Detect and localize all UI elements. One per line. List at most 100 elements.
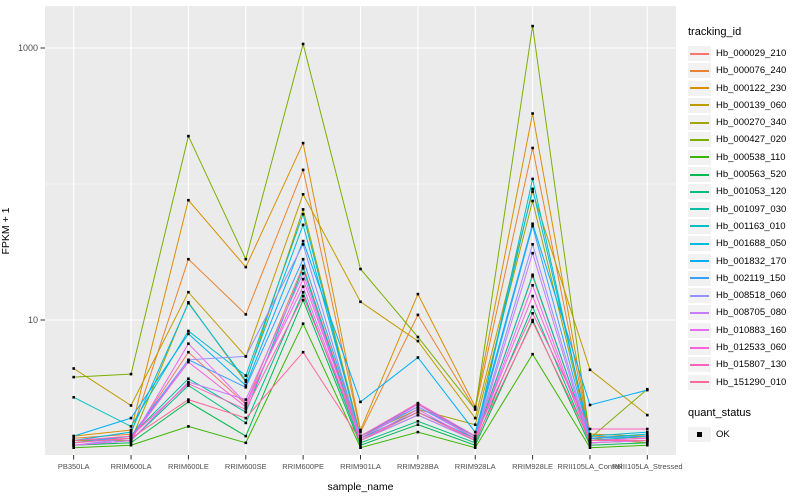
legend-item-label: Hb_001053_120 — [716, 186, 787, 198]
legend-items-tracking-id: Hb_000029_210 Hb_000076_240 Hb_000122_230 H… — [688, 45, 800, 391]
legend-item: Hb_000029_210 — [688, 45, 800, 62]
y-axis-title: FPKM + 1 — [0, 207, 12, 255]
legend-key-swatch — [688, 63, 711, 79]
svg-text:RRIM600LE: RRIM600LE — [168, 462, 209, 471]
legend-item-label: Hb_012533_060 — [716, 342, 787, 354]
svg-text:RRIM928BA: RRIM928BA — [397, 462, 439, 471]
legend-item-label: Hb_000139_060 — [716, 99, 787, 111]
legend-item: Hb_002119_150 — [688, 270, 800, 287]
legend-key-line — [690, 346, 709, 349]
legend-key-swatch — [688, 132, 711, 148]
legend-key-swatch — [688, 167, 711, 183]
legend-item-label: Hb_008705_080 — [716, 307, 787, 319]
legend-item: Hb_000538_110 — [688, 149, 800, 166]
legend-key-swatch — [688, 46, 711, 61]
legend-key-line — [690, 225, 709, 228]
legend-item: Hb_001097_030 — [688, 201, 800, 218]
legend-item: Hb_001163_010 — [688, 218, 800, 235]
legend-item-label: Hb_000538_110 — [716, 151, 786, 163]
legend-item-label: Hb_008518_060 — [716, 290, 787, 302]
legend-item: Hb_012533_060 — [688, 339, 800, 356]
svg-text:RRIM928LE: RRIM928LE — [512, 462, 553, 471]
legend-item-label: Hb_000029_210 — [716, 48, 787, 59]
svg-text:RRII105LA_Control: RRII105LA_Control — [557, 462, 622, 471]
legend-item-label: Hb_010883_160 — [716, 324, 787, 336]
legend-item-label: Hb_001832_170 — [716, 255, 787, 267]
legend-key-swatch — [688, 374, 711, 390]
legend-key-line — [690, 294, 709, 297]
legend-key-line — [690, 190, 709, 193]
legend-item-label: Hb_001688_050 — [716, 238, 787, 250]
svg-text:RRIM600SE: RRIM600SE — [225, 462, 267, 471]
legend-item-label: Hb_002119_150 — [716, 272, 786, 284]
legend-items-quant-status: OK — [688, 426, 800, 443]
legend-item-label: OK — [716, 428, 730, 440]
legend-item: Hb_001688_050 — [688, 235, 800, 252]
filled-square-point-icon — [697, 431, 702, 437]
legend-item-label: Hb_001097_030 — [716, 203, 787, 215]
legend-item: Hb_010883_160 — [688, 322, 800, 339]
legend-item: Hb_000122_230 — [688, 80, 800, 97]
legend-key-swatch — [688, 357, 711, 373]
legend-item: Hb_000427_020 — [688, 131, 800, 148]
legend-item-label: Hb_015807_130 — [716, 359, 787, 371]
legend-item-label: Hb_000076_240 — [716, 65, 787, 77]
legend-key-line — [690, 311, 709, 314]
legend-key-swatch — [688, 201, 711, 217]
legend-item: Hb_151290_010 — [688, 374, 800, 391]
svg-text:1000: 1000 — [18, 43, 38, 53]
legend-key-swatch — [688, 149, 711, 165]
legend-item: Hb_000076_240 — [688, 62, 800, 79]
legend-item-label: Hb_000270_340 — [716, 117, 787, 129]
legend-key-swatch — [688, 426, 711, 442]
svg-text:RRIM600PE: RRIM600PE — [282, 462, 324, 471]
legend-title-tracking-id: tracking_id — [688, 26, 742, 38]
legend-key-line — [690, 381, 709, 384]
legend-item: Hb_001053_120 — [688, 183, 800, 200]
legend-key-line — [690, 104, 709, 107]
legend-key-line — [690, 173, 709, 176]
legend-key-swatch — [688, 80, 711, 96]
legend: tracking_id Hb_000029_210 Hb_000076_240 Hb… — [688, 26, 800, 443]
legend-key-line — [690, 69, 709, 72]
legend-item-label: Hb_001163_010 — [716, 220, 786, 232]
legend-item-label: Hb_000427_020 — [716, 134, 787, 146]
legend-item: Hb_000139_060 — [688, 97, 800, 114]
legend-key-line — [690, 363, 709, 366]
svg-text:RRIM928LA: RRIM928LA — [455, 462, 496, 471]
svg-text:PB350LA: PB350LA — [58, 462, 90, 471]
legend-item-label: Hb_000122_230 — [716, 82, 787, 94]
legend-key-swatch — [688, 218, 711, 234]
legend-key-line — [690, 138, 709, 141]
legend-item: Hb_001832_170 — [688, 253, 800, 270]
legend-item: OK — [688, 426, 800, 443]
legend-title-quant-status: quant_status — [688, 406, 751, 419]
legend-key-line — [690, 52, 709, 55]
legend-item: Hb_000563_520 — [688, 166, 800, 183]
legend-key-swatch — [688, 340, 711, 356]
legend-item-label: Hb_151290_010 — [716, 376, 787, 388]
x-axis-title: sample_name — [327, 481, 394, 493]
legend-key-swatch — [688, 305, 711, 321]
svg-text:RRIM600LA: RRIM600LA — [111, 462, 152, 471]
legend-item: Hb_008705_080 — [688, 304, 800, 321]
legend-key-line — [690, 208, 709, 211]
svg-text:RRII105LA_Stressed: RRII105LA_Stressed — [612, 462, 682, 471]
legend-key-line — [690, 329, 709, 332]
legend-item: Hb_000270_340 — [688, 114, 800, 131]
legend-key-swatch — [688, 322, 711, 338]
legend-key-line — [690, 260, 709, 263]
legend-key-swatch — [688, 115, 711, 131]
legend-item: Hb_015807_130 — [688, 356, 800, 373]
legend-key-swatch — [688, 97, 711, 113]
legend-key-swatch — [688, 184, 711, 200]
legend-item-label: Hb_000563_520 — [716, 169, 787, 181]
legend-key-line — [690, 87, 709, 90]
legend-key-swatch — [688, 288, 711, 304]
legend-key-line — [690, 156, 709, 159]
legend-item: Hb_008518_060 — [688, 287, 800, 304]
legend-key-swatch — [688, 270, 711, 286]
